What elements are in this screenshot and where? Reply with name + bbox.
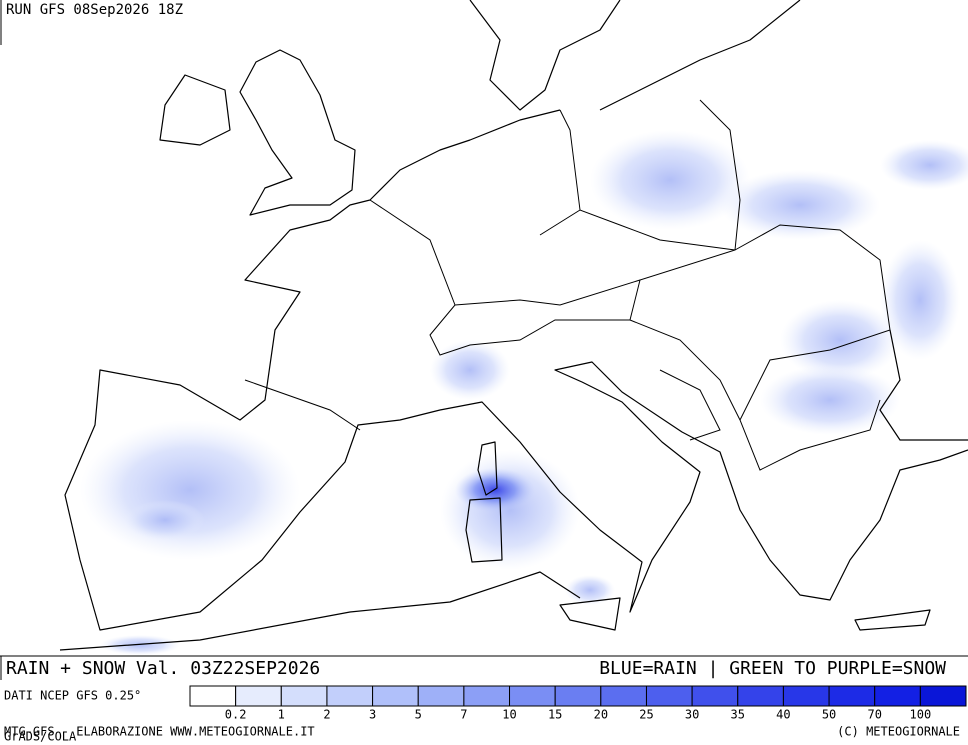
legend-swatch: [509, 685, 556, 707]
rain-area: [430, 340, 510, 400]
black-sea: [879, 329, 968, 441]
rain-area: [720, 170, 880, 240]
rain-area: [780, 300, 900, 380]
europe-west-coast: [64, 109, 968, 631]
credit-label: MTG-GFS - ELABORAZIONE WWW.METEOGIORNALE…: [4, 725, 315, 739]
legend-label: 100: [910, 708, 932, 722]
baltic: [599, 0, 801, 111]
border: [559, 109, 581, 211]
border: [369, 99, 741, 356]
legend-label: 0.2: [225, 708, 247, 722]
legend-swatch: [645, 685, 693, 707]
great-britain: [239, 49, 356, 216]
field-label: RAIN + SNOW Val. 03Z22SEP2026: [6, 658, 320, 679]
legend-label: 40: [776, 708, 790, 722]
precipitation: [80, 130, 968, 655]
legend-swatch: [372, 685, 419, 707]
border: [629, 319, 881, 471]
legend-label: 35: [731, 708, 745, 722]
run-label: RUN GFS 08Sep2026 18Z: [6, 2, 183, 18]
legend-swatch: [600, 685, 647, 707]
legend-label: 2: [323, 708, 330, 722]
legend-label: 3: [369, 708, 376, 722]
legend-swatch: [691, 685, 739, 707]
color-key: BLUE=RAIN | GREEN TO PURPLE=SNOW: [599, 658, 946, 679]
legend-label: 50: [822, 708, 836, 722]
ireland: [159, 74, 231, 146]
corsica: [477, 441, 498, 496]
north-africa: [59, 571, 581, 651]
legend-label: 5: [415, 708, 422, 722]
sicily: [559, 597, 621, 631]
rain-area: [100, 635, 180, 655]
copyright-label: (C) METEOGIORNALE: [837, 725, 960, 739]
rain-area: [590, 130, 750, 230]
legend-swatch: [919, 685, 967, 707]
legend-label: 15: [548, 708, 562, 722]
legend-swatch: [782, 685, 830, 707]
legend-label: 10: [502, 708, 516, 722]
legend-swatch: [280, 685, 328, 707]
legend-swatch: [737, 685, 784, 707]
borders: [244, 99, 891, 471]
legend-swatch: [828, 685, 876, 707]
border: [659, 369, 721, 441]
rain-area: [760, 365, 900, 435]
legend-label: 25: [639, 708, 653, 722]
coastlines: [59, 0, 968, 651]
legend-swatch: [463, 685, 511, 707]
rain-area: [880, 240, 960, 360]
rain-area: [880, 140, 968, 190]
scandinavia: [469, 0, 621, 111]
legend-label: 20: [594, 708, 608, 722]
legend-label: 7: [460, 708, 467, 722]
legend-swatch: [235, 685, 282, 707]
border: [244, 379, 361, 431]
source-label: DATI NCEP GFS 0.25°: [4, 689, 141, 703]
rain-area: [125, 500, 205, 540]
rain-area: [80, 420, 300, 560]
border: [734, 224, 891, 421]
rain-area: [565, 575, 615, 605]
color-legend: 0.2 1 2 3 5 7 10 15 20 25 30 35 40 50 70 100: [189, 685, 967, 722]
legend-label: 30: [685, 708, 699, 722]
legend-swatch: [417, 685, 465, 707]
border: [539, 209, 736, 251]
rain-core: [455, 468, 535, 512]
legend-label: 70: [867, 708, 881, 722]
sardinia: [465, 497, 503, 563]
legend-swatch: [326, 685, 374, 707]
border: [454, 279, 641, 306]
legend-label: 1: [278, 708, 285, 722]
crete: [854, 609, 931, 631]
legend-swatch: [554, 685, 602, 707]
legend-swatch: [874, 685, 921, 707]
software-label: GrADS/COLA: [4, 730, 77, 744]
legend-swatch: [189, 685, 237, 707]
